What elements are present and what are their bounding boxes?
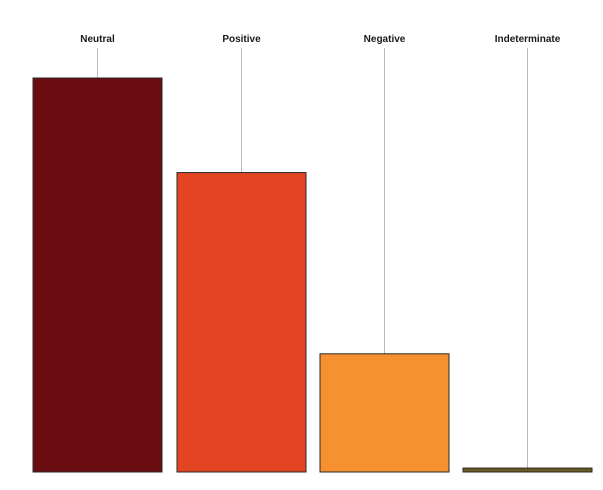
- label-leader-lines: [97, 48, 528, 469]
- category-label-indeterminate: Indeterminate: [495, 34, 561, 45]
- category-label-positive: Positive: [222, 34, 261, 45]
- bars: [32, 77, 593, 473]
- bar-neutral: [32, 77, 163, 473]
- bar-indeterminate: [462, 467, 593, 473]
- category-label-negative: Negative: [364, 34, 406, 45]
- category-labels: Neutral Positive Negative Indeterminate: [80, 34, 560, 45]
- bar-negative: [319, 353, 450, 473]
- category-label-neutral: Neutral: [80, 34, 115, 45]
- bar-positive: [176, 172, 307, 473]
